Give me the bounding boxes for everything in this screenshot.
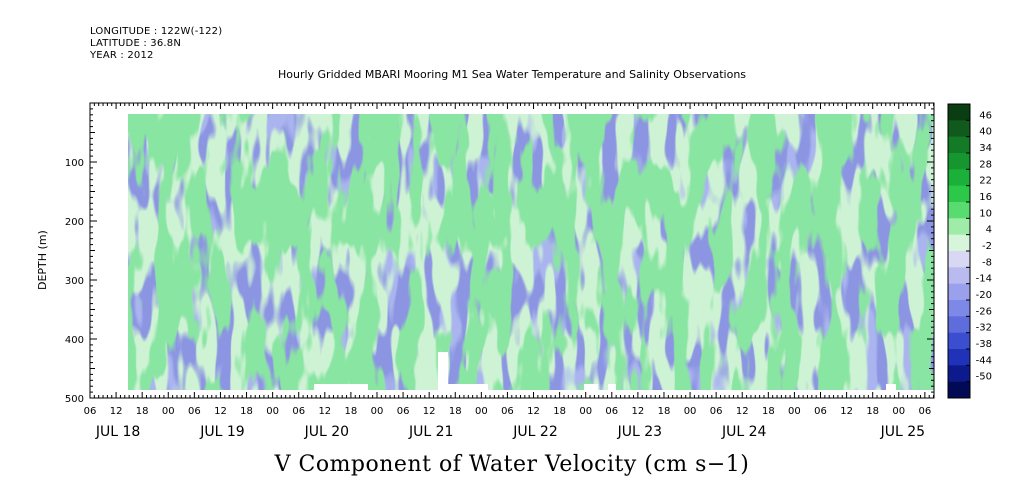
x-tick-label: 00 [892, 406, 905, 417]
colorbar-swatch [948, 202, 970, 219]
colorbar-swatch [948, 349, 970, 366]
x-tick-label: 00 [475, 406, 488, 417]
x-tick-label: 06 [919, 406, 932, 417]
colorbar-label: -8 [982, 257, 992, 268]
x-tick-label: 06 [814, 406, 827, 417]
colorbar-label: 46 [979, 110, 992, 121]
colorbar-label: 34 [979, 143, 992, 154]
colorbar-swatch [948, 218, 970, 235]
x-tick-label: 12 [840, 406, 853, 417]
colorbar-swatch [948, 283, 970, 301]
x-tick-label: 06 [292, 406, 305, 417]
y-tick-label: 100 [65, 158, 84, 169]
x-tick-label: 06 [397, 406, 410, 417]
colorbar-swatch [948, 316, 970, 333]
x-tick-label: 00 [684, 406, 697, 417]
colorbar: 46 40 34 28 22 16 10 4 -2 -8 -14 -20 -26 -32 -38 -44 -50 [947, 103, 992, 399]
colorbar-label: 16 [979, 192, 992, 203]
colorbar-swatch [948, 365, 970, 382]
x-day-label: JUL 18 [95, 424, 140, 440]
colorbar-label: 4 [986, 225, 992, 236]
chart-title: Hourly Gridded MBARI Mooring M1 Sea Wate… [277, 68, 747, 81]
x-day-label: JUL 21 [408, 424, 453, 440]
x-tick-label: 12 [632, 406, 645, 417]
x-tick-label: 18 [553, 406, 566, 417]
y-axis: 100 200 300 400 500 [65, 102, 934, 405]
colorbar-label: -50 [976, 372, 992, 383]
x-tick-label: 18 [449, 406, 462, 417]
x-tick-label: 18 [240, 406, 253, 417]
x-tick-label: 12 [214, 406, 227, 417]
x-day-label: JUL 25 [880, 424, 925, 440]
colorbar-swatch [948, 185, 970, 203]
x-tick-label: 00 [788, 406, 801, 417]
colorbar-swatch [948, 169, 970, 186]
colorbar-swatch [948, 153, 970, 170]
colorbar-label: 40 [979, 127, 992, 138]
colorbar-label: -14 [976, 274, 992, 285]
x-tick-label: 06 [501, 406, 514, 417]
colorbar-label: 10 [979, 208, 992, 219]
y-tick-label: 300 [65, 276, 84, 287]
colorbar-swatch [948, 332, 970, 350]
x-tick-label: 12 [318, 406, 331, 417]
colorbar-label: 28 [979, 159, 992, 170]
x-tick-label: 06 [84, 406, 97, 417]
x-tick-label: 12 [527, 406, 540, 417]
colorbar-label: 22 [979, 176, 992, 187]
colorbar-swatch [948, 251, 970, 268]
y-axis-label: DEPTH (m) [36, 230, 49, 290]
heatmap-field [128, 114, 934, 390]
colorbar-label: -2 [982, 241, 992, 252]
colorbar-swatch [948, 267, 970, 284]
x-tick-label: 06 [710, 406, 723, 417]
x-tick-label: 18 [762, 406, 775, 417]
colorbar-swatch [948, 104, 970, 121]
x-tick-label: 18 [345, 406, 358, 417]
x-day-label: JUL 20 [304, 424, 349, 440]
colorbar-swatch [948, 381, 970, 399]
x-day-label: JUL 19 [199, 424, 244, 440]
colorbar-swatch [948, 136, 970, 154]
y-tick-label: 400 [65, 335, 84, 346]
x-day-label: JUL 23 [617, 424, 662, 440]
longitude-label: LONGITUDE : 122W(-122) [90, 26, 223, 37]
x-axis-label: V Component of Water Velocity (cm s−1) [274, 452, 750, 477]
x-tick-label: 06 [188, 406, 201, 417]
colorbar-label: -26 [976, 306, 992, 317]
latitude-label: LATITUDE : 36.8N [90, 38, 182, 49]
x-tick-label: 18 [866, 406, 879, 417]
x-tick-label: 12 [736, 406, 749, 417]
x-tick-label: 12 [110, 406, 123, 417]
x-tick-label: 00 [371, 406, 384, 417]
x-tick-label: 18 [658, 406, 671, 417]
colorbar-label: -44 [976, 355, 992, 366]
colorbar-label: -32 [976, 323, 992, 334]
x-tick-label: 00 [579, 406, 592, 417]
year-label: YEAR : 2012 [90, 50, 154, 61]
x-tick-label: 12 [423, 406, 436, 417]
x-day-label: JUL 22 [512, 424, 557, 440]
x-day-label: JUL 24 [721, 424, 767, 440]
y-tick-label: 200 [65, 217, 84, 228]
colorbar-swatch [948, 120, 970, 137]
colorbar-label: -20 [976, 290, 992, 301]
colorbar-swatch [948, 300, 970, 317]
x-tick-label: 00 [266, 406, 279, 417]
x-axis: 06 12 18 00 06 12 18 00 06 12 18 00 06 12 18 00 06 12 18 00… [84, 103, 935, 440]
x-tick-label: 18 [136, 406, 149, 417]
colorbar-label: -38 [976, 339, 992, 350]
x-tick-label: 06 [605, 406, 618, 417]
colorbar-swatch [948, 234, 970, 252]
x-tick-label: 00 [162, 406, 175, 417]
y-tick-label: 500 [65, 394, 84, 405]
